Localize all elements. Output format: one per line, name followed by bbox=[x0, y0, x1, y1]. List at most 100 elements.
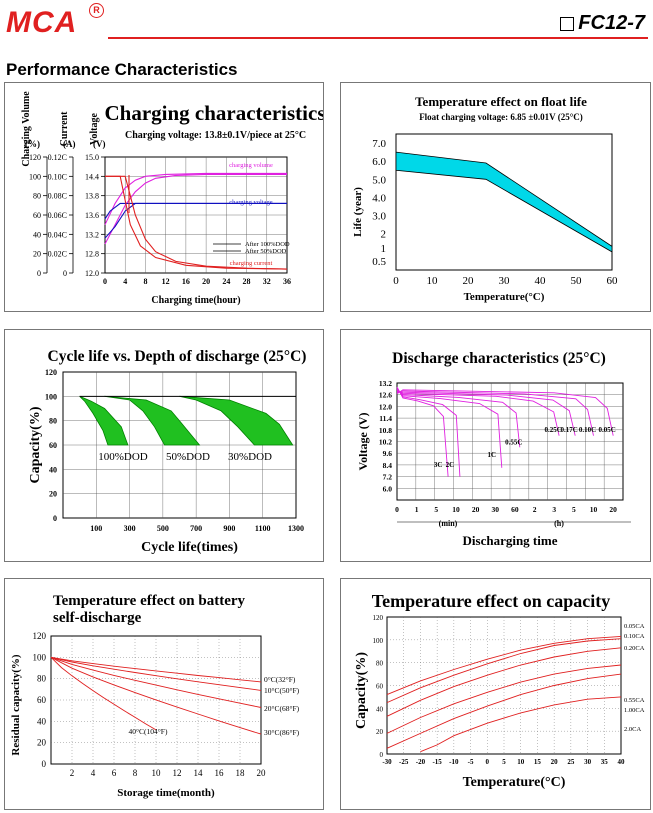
capacity-curve bbox=[386, 673, 622, 749]
chart-panel-self-discharge: Temperature effect on battery self-discha… bbox=[4, 578, 324, 810]
series-label: 3C bbox=[434, 461, 443, 469]
y-tick-label: 120 bbox=[33, 631, 47, 641]
y-tick-label: 14.4 bbox=[85, 172, 99, 181]
y-tick-label: 20 bbox=[33, 250, 41, 259]
series-label: 0.55C bbox=[505, 438, 522, 446]
y-tick-label: 6.0 bbox=[383, 484, 393, 493]
y-tick-label: 0.04C bbox=[48, 230, 67, 239]
y-axis-label: Capacity(%) bbox=[28, 406, 43, 483]
series-label: 0.05C bbox=[599, 426, 616, 434]
dod-band bbox=[179, 395, 294, 446]
series-line-red bbox=[105, 175, 288, 270]
plot-frame bbox=[395, 133, 613, 271]
series-label: 0.10C bbox=[579, 426, 596, 434]
chart-panel-float-life: Temperature effect on float life Float ch… bbox=[340, 82, 651, 312]
capacity-curve bbox=[386, 638, 622, 704]
x-tick-label: 10 bbox=[517, 758, 525, 766]
x-tick-label: 100 bbox=[90, 524, 102, 533]
x-tick-label: 60 bbox=[607, 275, 619, 287]
y-tick-label: 40 bbox=[37, 716, 47, 726]
series-label: 0.25C bbox=[544, 426, 561, 434]
y-tick-label: 40 bbox=[376, 705, 384, 713]
capacity-curve bbox=[386, 664, 622, 734]
x-tick-label: 30 bbox=[584, 758, 592, 766]
y-tick-label: 12.6 bbox=[379, 391, 392, 400]
y-tick-label: 120 bbox=[29, 153, 41, 162]
legend-label: After 50%DOD bbox=[245, 248, 287, 255]
decay-curve bbox=[50, 656, 262, 708]
y-tick-label: 2 bbox=[381, 229, 387, 241]
y-tick-label: 11.4 bbox=[379, 414, 392, 423]
annotation: charging current bbox=[230, 260, 273, 267]
y-tick-label: 0.02C bbox=[48, 250, 67, 259]
y-tick-label: 0 bbox=[42, 759, 47, 769]
x-tick-label: 10 bbox=[152, 768, 162, 778]
series-label: 10°C(50°F) bbox=[264, 686, 300, 695]
x-tick-label: 5 bbox=[434, 505, 438, 514]
x-tick-label: -25 bbox=[399, 758, 409, 766]
chart-title: Charging characteristics bbox=[104, 101, 323, 125]
x-tick-label: 10 bbox=[427, 275, 439, 287]
x-tick-label: 700 bbox=[190, 524, 202, 533]
y-tick-label: 100 bbox=[45, 392, 57, 401]
x-unit-label: (h) bbox=[554, 519, 564, 528]
decay-curve bbox=[50, 656, 262, 683]
chart-subtitle: Charging voltage: 13.8±0.1V/piece at 25°… bbox=[125, 130, 306, 141]
x-tick-label: 20 bbox=[609, 505, 617, 514]
y-tick-label: 120 bbox=[45, 368, 57, 377]
discharge-curve bbox=[396, 390, 560, 436]
x-tick-label: 1 bbox=[415, 505, 419, 514]
x-tick-label: 16 bbox=[215, 768, 225, 778]
x-tick-label: 10 bbox=[590, 505, 598, 514]
x-tick-label: 36 bbox=[283, 277, 291, 286]
x-tick-label: 24 bbox=[222, 277, 230, 286]
life-band bbox=[395, 151, 613, 253]
y-tick-label: 40 bbox=[33, 230, 41, 239]
chart-panel-temp-capacity: Temperature effect on capacity 120 100 80 60… bbox=[340, 578, 651, 810]
y-tick-label: 0 bbox=[53, 514, 57, 523]
legend-label: After 100%DOD bbox=[245, 241, 290, 248]
y-tick-label: 20 bbox=[49, 490, 57, 499]
model-label: FC12-7 bbox=[560, 12, 645, 35]
y-tick-label: 9.6 bbox=[383, 449, 393, 458]
y-tick-label: 4.0 bbox=[372, 192, 386, 204]
x-tick-label: 20 bbox=[472, 505, 480, 514]
axis-unit: (%) bbox=[25, 139, 40, 149]
x-tick-label: 25 bbox=[567, 758, 575, 766]
model-name: FC12-7 bbox=[578, 12, 645, 34]
band-label: 50%DOD bbox=[166, 451, 210, 463]
x-tick-label: 0 bbox=[486, 758, 490, 766]
chart-title: Cycle life vs. Depth of discharge (25°C) bbox=[48, 348, 307, 365]
y-tick-label: 20 bbox=[37, 738, 47, 748]
x-tick-label: 5 bbox=[572, 505, 576, 514]
x-tick-label: 50 bbox=[571, 275, 583, 287]
y-tick-label: 60 bbox=[376, 683, 384, 691]
x-tick-label: 18 bbox=[236, 768, 246, 778]
x-tick-label: 28 bbox=[243, 277, 251, 286]
discharge-curve bbox=[396, 391, 576, 436]
y-axis-label: Voltage (V) bbox=[356, 413, 370, 471]
y-tick-label: 13.6 bbox=[85, 211, 99, 220]
x-axis-label: Cycle life(times) bbox=[141, 540, 238, 555]
x-tick-label: 3 bbox=[552, 505, 556, 514]
series-line-blue bbox=[104, 202, 287, 220]
chart-panel-cycle-life: Cycle life vs. Depth of discharge (25°C)… bbox=[4, 329, 324, 562]
annotation: charging voltage bbox=[229, 199, 272, 206]
y-tick-label: 8.4 bbox=[383, 461, 393, 470]
x-unit-label: (min) bbox=[439, 519, 458, 528]
y-axis-label: Capacity(%) bbox=[354, 652, 369, 729]
y-tick-label: 80 bbox=[49, 417, 57, 426]
axis-unit: (V) bbox=[93, 139, 106, 149]
chart-panel-discharge: Discharge characteristics (25°C) 13.2 12.6… bbox=[340, 329, 651, 562]
y-tick-label: 13.2 bbox=[85, 230, 99, 239]
y-tick-label: 60 bbox=[37, 695, 47, 705]
series-label: 1C bbox=[488, 451, 497, 459]
band-label: 100%DOD bbox=[98, 451, 148, 463]
x-tick-label: 10 bbox=[452, 505, 460, 514]
x-tick-label: 60 bbox=[511, 505, 519, 514]
x-tick-label: -5 bbox=[468, 758, 474, 766]
brand-logo: MCA bbox=[6, 6, 78, 39]
y-tick-label: 60 bbox=[33, 211, 41, 220]
x-tick-label: 8 bbox=[143, 277, 147, 286]
x-tick-label: 12 bbox=[173, 768, 182, 778]
